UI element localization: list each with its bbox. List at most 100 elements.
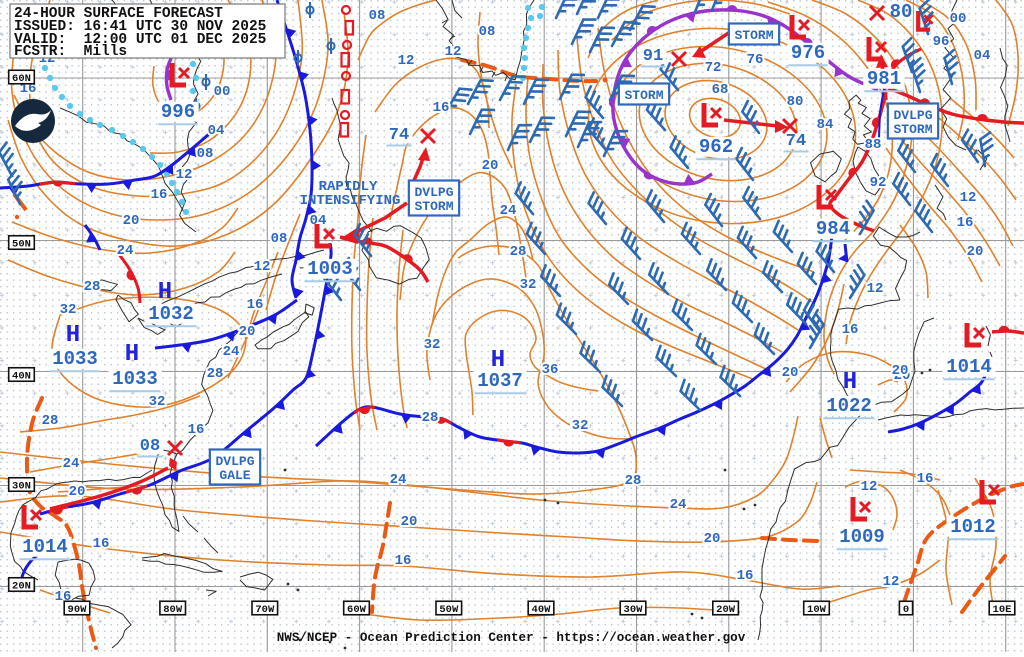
svg-text:24: 24 xyxy=(117,243,134,259)
svg-text:981: 981 xyxy=(867,68,901,90)
svg-text:90W: 90W xyxy=(68,604,88,616)
svg-text:12: 12 xyxy=(883,574,900,590)
svg-text:04: 04 xyxy=(208,123,225,139)
svg-text:DVLPG: DVLPG xyxy=(215,454,254,469)
svg-text:28: 28 xyxy=(207,366,224,382)
svg-text:12: 12 xyxy=(960,190,977,206)
svg-text:12: 12 xyxy=(176,167,193,183)
svg-text:24: 24 xyxy=(670,497,687,513)
svg-text:1014: 1014 xyxy=(22,536,68,558)
svg-text:H: H xyxy=(158,279,172,306)
svg-text:H: H xyxy=(491,347,505,374)
svg-text:20N: 20N xyxy=(12,580,31,592)
svg-text:GALE: GALE xyxy=(219,468,250,483)
svg-text:20: 20 xyxy=(69,484,86,500)
svg-text:70W: 70W xyxy=(255,604,275,616)
svg-text:80: 80 xyxy=(890,1,913,23)
svg-text:12: 12 xyxy=(445,44,462,60)
svg-text:20: 20 xyxy=(892,363,909,379)
svg-text:68: 68 xyxy=(712,82,729,98)
svg-text:40W: 40W xyxy=(532,604,552,616)
svg-text:74: 74 xyxy=(786,132,806,151)
svg-text:50W: 50W xyxy=(439,604,459,616)
svg-text:32: 32 xyxy=(572,418,589,434)
svg-text:80W: 80W xyxy=(163,604,183,616)
svg-text:16: 16 xyxy=(247,297,264,313)
svg-text:STORM: STORM xyxy=(624,88,663,103)
svg-text:04: 04 xyxy=(974,48,991,64)
svg-text:32: 32 xyxy=(520,277,537,293)
svg-text:00: 00 xyxy=(214,84,231,100)
svg-text:28: 28 xyxy=(84,279,101,295)
svg-text:STORM: STORM xyxy=(893,122,932,137)
svg-text:08: 08 xyxy=(271,231,288,247)
svg-text:12: 12 xyxy=(861,479,878,495)
svg-text:20: 20 xyxy=(967,244,984,260)
svg-text:40N: 40N xyxy=(12,370,31,382)
svg-text:84: 84 xyxy=(817,117,834,133)
svg-text:08: 08 xyxy=(479,24,496,40)
svg-text:16: 16 xyxy=(433,100,450,116)
svg-text:1012: 1012 xyxy=(950,516,996,538)
svg-text:08: 08 xyxy=(369,8,386,24)
svg-text:96: 96 xyxy=(933,34,950,50)
svg-text:STORM: STORM xyxy=(734,28,773,43)
svg-text:08: 08 xyxy=(197,146,214,162)
svg-text:16: 16 xyxy=(395,553,412,569)
svg-text:16: 16 xyxy=(188,422,205,438)
svg-text:28: 28 xyxy=(42,413,59,429)
svg-text:92: 92 xyxy=(870,175,887,191)
svg-text:24: 24 xyxy=(223,344,240,360)
svg-text:60W: 60W xyxy=(347,604,367,616)
svg-text:24: 24 xyxy=(63,456,80,472)
svg-text:10W: 10W xyxy=(807,604,827,616)
svg-text:NWS/NCEP - Ocean Prediction Ce: NWS/NCEP - Ocean Prediction Center - htt… xyxy=(277,631,746,645)
svg-text:1009: 1009 xyxy=(839,526,885,548)
svg-text:16: 16 xyxy=(842,322,859,338)
svg-text:32: 32 xyxy=(424,337,441,353)
svg-text:74: 74 xyxy=(389,126,409,145)
svg-text:H: H xyxy=(843,369,857,396)
svg-text:00: 00 xyxy=(950,11,967,27)
svg-text:20: 20 xyxy=(482,158,499,174)
svg-text:20: 20 xyxy=(401,514,418,530)
svg-text:20: 20 xyxy=(123,213,140,229)
svg-text:STORM: STORM xyxy=(414,199,453,214)
svg-text:1032: 1032 xyxy=(148,303,194,325)
svg-text:20: 20 xyxy=(704,531,721,547)
svg-text:FCSTR: Mills: FCSTR: Mills xyxy=(14,44,127,60)
svg-text:DVLPG: DVLPG xyxy=(893,108,932,123)
svg-text:INTENSIFYING: INTENSIFYING xyxy=(300,193,401,209)
svg-text:996: 996 xyxy=(161,101,195,123)
svg-text:H: H xyxy=(66,322,80,349)
svg-text:80: 80 xyxy=(787,94,804,110)
svg-text:16: 16 xyxy=(957,215,974,231)
svg-text:1033: 1033 xyxy=(112,368,158,390)
svg-text:76: 76 xyxy=(747,52,764,68)
svg-text:50N: 50N xyxy=(12,238,31,250)
svg-text:DVLPG: DVLPG xyxy=(414,185,453,200)
svg-text:16: 16 xyxy=(917,471,934,487)
svg-text:32: 32 xyxy=(60,302,77,318)
svg-text:24: 24 xyxy=(500,203,517,219)
svg-text:36: 36 xyxy=(542,362,559,378)
svg-text:1003: 1003 xyxy=(307,258,353,280)
svg-text:30W: 30W xyxy=(624,604,644,616)
svg-text:H: H xyxy=(125,341,139,368)
svg-text:20: 20 xyxy=(239,324,256,340)
svg-text:1022: 1022 xyxy=(826,395,872,417)
svg-text:16: 16 xyxy=(93,536,110,552)
svg-text:984: 984 xyxy=(816,218,850,240)
svg-text:28: 28 xyxy=(625,473,642,489)
svg-text:16: 16 xyxy=(737,568,754,584)
svg-text:1033: 1033 xyxy=(52,348,98,370)
svg-text:32: 32 xyxy=(149,394,166,410)
svg-text:24: 24 xyxy=(390,472,407,488)
svg-text:60N: 60N xyxy=(12,73,31,85)
svg-text:30N: 30N xyxy=(12,480,31,492)
svg-text:72: 72 xyxy=(705,60,722,76)
svg-text:28: 28 xyxy=(510,244,527,260)
svg-text:1014: 1014 xyxy=(946,356,992,378)
svg-text:16: 16 xyxy=(151,187,168,203)
svg-text:962: 962 xyxy=(699,136,733,158)
